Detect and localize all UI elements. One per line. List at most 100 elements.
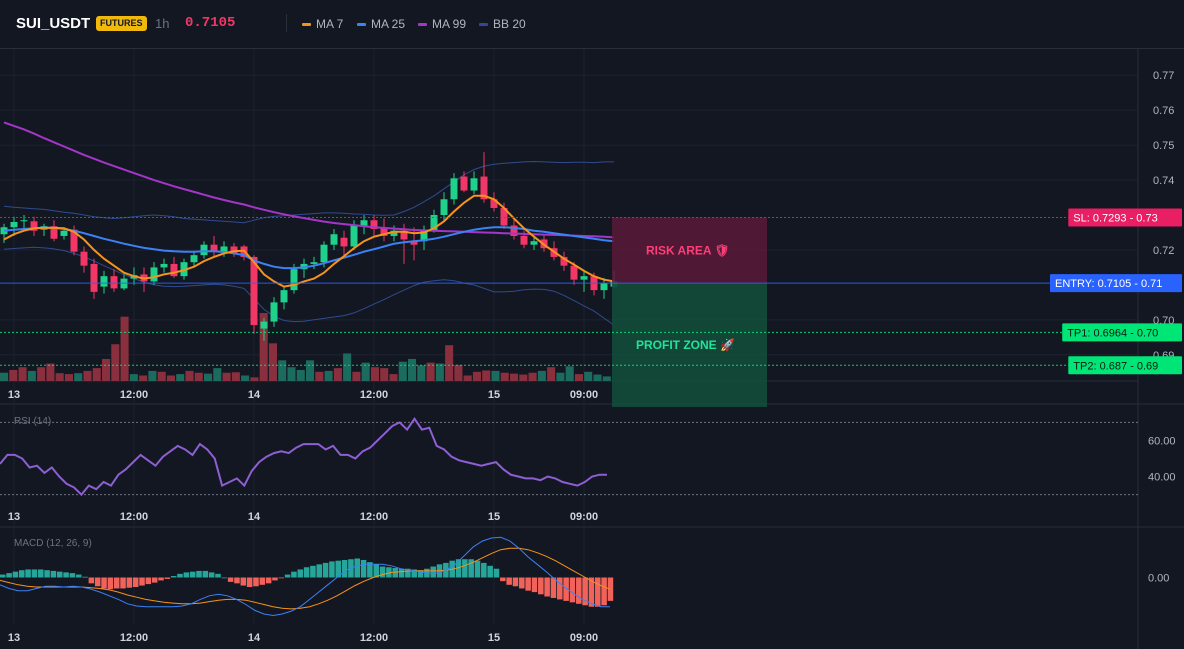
time-axis-label: 12:00 xyxy=(120,511,148,523)
macd-histogram-bar xyxy=(462,559,468,578)
chart-header: SUI_USDT FUTURES 1h 0.7105 MA 7 MA 25 MA… xyxy=(0,0,1184,49)
volume-bar xyxy=(204,373,213,381)
volume-bar xyxy=(27,370,36,381)
level-tag-label: ENTRY: 0.7105 - 0.71 xyxy=(1055,278,1162,290)
candle-body xyxy=(250,256,258,326)
volume-bar xyxy=(166,375,175,381)
candle-body xyxy=(270,302,278,322)
volume-bar xyxy=(454,364,463,381)
level-tag-label: TP2: 0.687 - 0.69 xyxy=(1073,360,1158,372)
macd-histogram-bar xyxy=(259,577,266,585)
macd-histogram-bar xyxy=(189,571,196,578)
time-axis-label: 12:00 xyxy=(120,389,148,401)
legend-ma99[interactable]: MA 99 xyxy=(418,17,466,31)
volume-bar xyxy=(343,353,352,381)
legend-ma7-label: MA 7 xyxy=(316,17,344,31)
macd-histogram-bar xyxy=(253,577,259,587)
volume-bar xyxy=(129,374,138,381)
candle-body xyxy=(110,276,118,289)
macd-histogram-bar xyxy=(202,570,209,578)
candle-body xyxy=(60,230,68,236)
ma99-line xyxy=(3,121,615,239)
price-tick-label: 0.77 xyxy=(1153,70,1174,82)
candle-body xyxy=(460,176,468,191)
macd-histogram-bar xyxy=(563,577,569,601)
volume-bar xyxy=(398,361,407,381)
macd-histogram-bar xyxy=(139,577,145,586)
futures-badge: FUTURES xyxy=(96,16,147,31)
macd-histogram-bar xyxy=(151,577,158,583)
macd-histogram-bar xyxy=(601,577,607,606)
level-tag xyxy=(1068,208,1182,227)
macd-histogram-bar xyxy=(170,576,177,578)
candle-body xyxy=(30,221,38,231)
macd-histogram-bar xyxy=(56,571,63,578)
bb-upper-line xyxy=(3,160,614,224)
legend-ma7[interactable]: MA 7 xyxy=(302,17,343,31)
macd-histogram-bar xyxy=(341,559,348,578)
macd-histogram-bar xyxy=(538,577,544,595)
candle-body xyxy=(490,199,498,209)
volume-bar xyxy=(556,372,565,381)
macd-histogram-bar xyxy=(360,559,367,578)
volume-bar xyxy=(445,345,454,381)
legend-ma25[interactable]: MA 25 xyxy=(357,17,405,31)
time-axis-label: 13 xyxy=(8,511,20,523)
timeframe-label[interactable]: 1h xyxy=(155,16,170,31)
macd-histogram-bar xyxy=(88,577,95,584)
time-axis-label: 09:00 xyxy=(570,632,598,644)
volume-bar xyxy=(148,370,157,381)
ma7-line xyxy=(3,194,615,288)
candle-body xyxy=(330,234,338,245)
macd-signal-line xyxy=(0,547,611,610)
ma7-swatch-icon xyxy=(302,23,311,27)
time-axis-label: 12:00 xyxy=(120,632,148,644)
legend-bb20[interactable]: BB 20 xyxy=(479,17,526,31)
candle-body xyxy=(510,225,518,236)
candle-body xyxy=(290,269,298,291)
candle-body xyxy=(100,276,108,287)
candle-body xyxy=(150,267,158,282)
symbol-title[interactable]: SUI_USDT xyxy=(16,15,91,32)
macd-histogram-bar xyxy=(183,572,190,578)
volume-bar xyxy=(231,372,240,381)
candle-body xyxy=(600,283,608,291)
macd-histogram-bar xyxy=(158,577,164,581)
volume-bar xyxy=(64,374,73,381)
macd-histogram-bar xyxy=(493,568,500,578)
volume-bar xyxy=(324,370,333,381)
volume-bar xyxy=(268,343,277,381)
price-tick-label: 0.72 xyxy=(1153,245,1174,257)
macd-histogram-bar xyxy=(126,577,133,588)
macd-histogram-bar xyxy=(145,577,152,585)
macd-histogram-bar xyxy=(234,577,240,584)
volume-bar xyxy=(463,375,472,381)
macd-histogram-bar xyxy=(37,569,44,578)
last-price: 0.7105 xyxy=(185,15,236,31)
time-axis-label: 12:00 xyxy=(360,389,388,401)
level-tag xyxy=(1068,356,1182,375)
volume-bar xyxy=(157,371,166,381)
candle-body xyxy=(90,263,98,292)
candle-body xyxy=(340,237,348,247)
time-axis-label: 14 xyxy=(248,511,261,523)
level-tag-label: SL: 0.7293 - 0.73 xyxy=(1073,212,1157,224)
rsi-tick-label: 60.00 xyxy=(1148,435,1176,447)
macd-histogram-bar xyxy=(12,571,19,578)
macd-histogram-bar xyxy=(576,577,582,604)
volume-bar xyxy=(491,370,500,381)
macd-histogram-bar xyxy=(588,577,595,607)
macd-histogram-bar xyxy=(0,574,6,578)
ma99-swatch-icon xyxy=(418,23,427,27)
macd-histogram-bar xyxy=(531,577,538,593)
macd-histogram-bar xyxy=(215,573,221,578)
volume-bar xyxy=(92,368,101,381)
volume-bar xyxy=(18,367,27,381)
macd-histogram-bar xyxy=(310,565,316,578)
candle-body xyxy=(260,321,268,329)
rsi-line xyxy=(0,417,607,497)
volume-bar xyxy=(547,367,556,381)
volume-bar xyxy=(213,368,222,381)
volume-bar xyxy=(417,365,426,381)
